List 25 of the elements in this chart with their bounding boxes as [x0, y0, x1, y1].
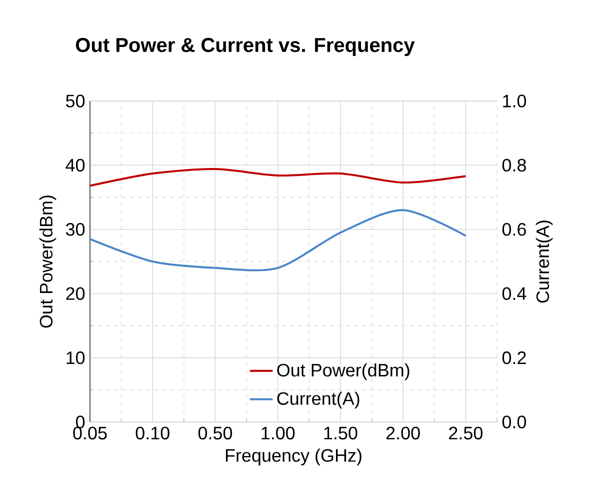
y2-tick-label: 0.8 — [502, 158, 526, 172]
x-tick-label: 0.10 — [136, 426, 170, 440]
y-tick-label: 10 — [66, 351, 85, 364]
y-tick-label: 30 — [66, 223, 85, 236]
y-axis-title: Out Power(dBm) — [39, 196, 56, 328]
y2-tick-label: 0.0 — [502, 416, 526, 428]
x-tick-label: 0.05 — [73, 426, 107, 440]
line-series — [89, 168, 467, 187]
y2-tick-label: 0.2 — [502, 351, 526, 364]
x-tick-label: 2.50 — [449, 426, 482, 440]
y2-tick-label: 1.0 — [503, 94, 526, 108]
y2-tick-label: 0.4 — [502, 287, 526, 300]
chart-title: Out Power & Current vs. Frequency — [76, 38, 415, 56]
y-tick-label: 20 — [66, 287, 85, 300]
x-tick-label: 1.00 — [262, 426, 295, 440]
x-tick-label: 2.00 — [386, 426, 420, 440]
x-axis-title: Frequency (GHz) — [226, 448, 362, 466]
y-tick-label: 50 — [66, 94, 85, 108]
legend-label: Out Power(dBm) — [277, 363, 410, 380]
x-tick-label: 1.50 — [324, 426, 358, 440]
y2-tick-label: 0.6 — [502, 223, 526, 236]
y2-axis-title: Current(A) — [536, 220, 553, 303]
x-tick-label: 0.50 — [198, 426, 232, 440]
legend-label: Current(A) — [277, 392, 360, 408]
y-tick-label: 40 — [66, 158, 85, 172]
